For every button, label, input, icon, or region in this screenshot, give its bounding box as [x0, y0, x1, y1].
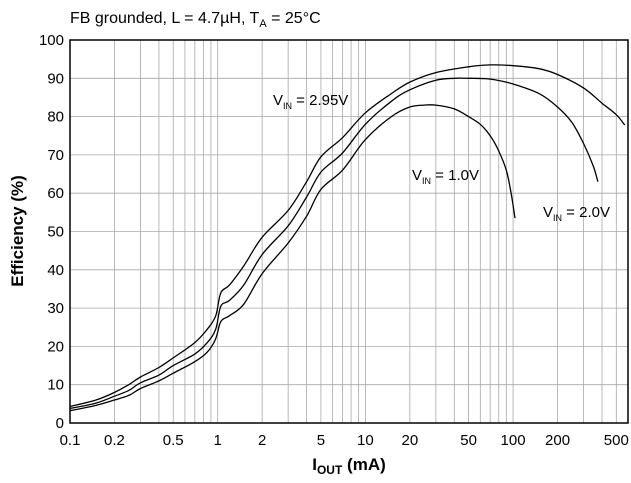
x-tick-label: 2	[258, 432, 266, 449]
series-label-vin-2-0: VIN = 2.0V	[543, 204, 610, 223]
x-tick-label: 0.5	[163, 432, 184, 449]
y-axis-label: Efficiency (%)	[8, 175, 27, 286]
y-tick-label: 40	[47, 262, 64, 279]
series-line-vin-2-95	[69, 64, 626, 408]
y-tick-label: 10	[47, 377, 64, 394]
x-tick-label: 0.1	[60, 432, 81, 449]
x-tick-label: 50	[460, 432, 477, 449]
y-tick-label: 90	[47, 70, 64, 87]
y-tick-label: 50	[47, 224, 64, 241]
x-tick-label: 1	[214, 432, 222, 449]
series-line-vin-1-0	[69, 104, 516, 412]
plot-frame	[69, 39, 629, 424]
y-tick-label: 30	[47, 300, 64, 317]
y-tick-label: 80	[47, 109, 64, 126]
x-tick-label: 500	[604, 432, 629, 449]
series-label-vin-1-0: VIN = 1.0V	[412, 167, 479, 186]
y-tick-label: 20	[47, 338, 64, 355]
grid	[69, 39, 629, 424]
x-tick-label: 0.2	[104, 432, 125, 449]
y-tick-label: 100	[39, 32, 64, 49]
series-lines	[69, 64, 626, 412]
x-tick-label: 200	[545, 432, 570, 449]
series-label-vin-2-95: VIN = 2.95V	[273, 92, 348, 111]
y-tick-label: 60	[47, 185, 64, 202]
tick-labels: 0.1 0.2 0.5 1 2 5 10 20 50 100 200 500 0 10 20 30 40 50 60…	[39, 32, 629, 449]
y-tick-label: 0	[56, 415, 64, 432]
x-tick-label: 20	[401, 432, 418, 449]
chart-subtitle: FB grounded, L = 4.7µH, TA = 25°C	[70, 10, 321, 30]
x-tick-label: 100	[501, 432, 526, 449]
y-tick-label: 70	[47, 147, 64, 164]
x-tick-label: 10	[357, 432, 374, 449]
x-axis-label: IOUT (mA)	[312, 455, 386, 477]
series-line-vin-2-0	[69, 77, 599, 410]
x-tick-label: 5	[317, 432, 325, 449]
